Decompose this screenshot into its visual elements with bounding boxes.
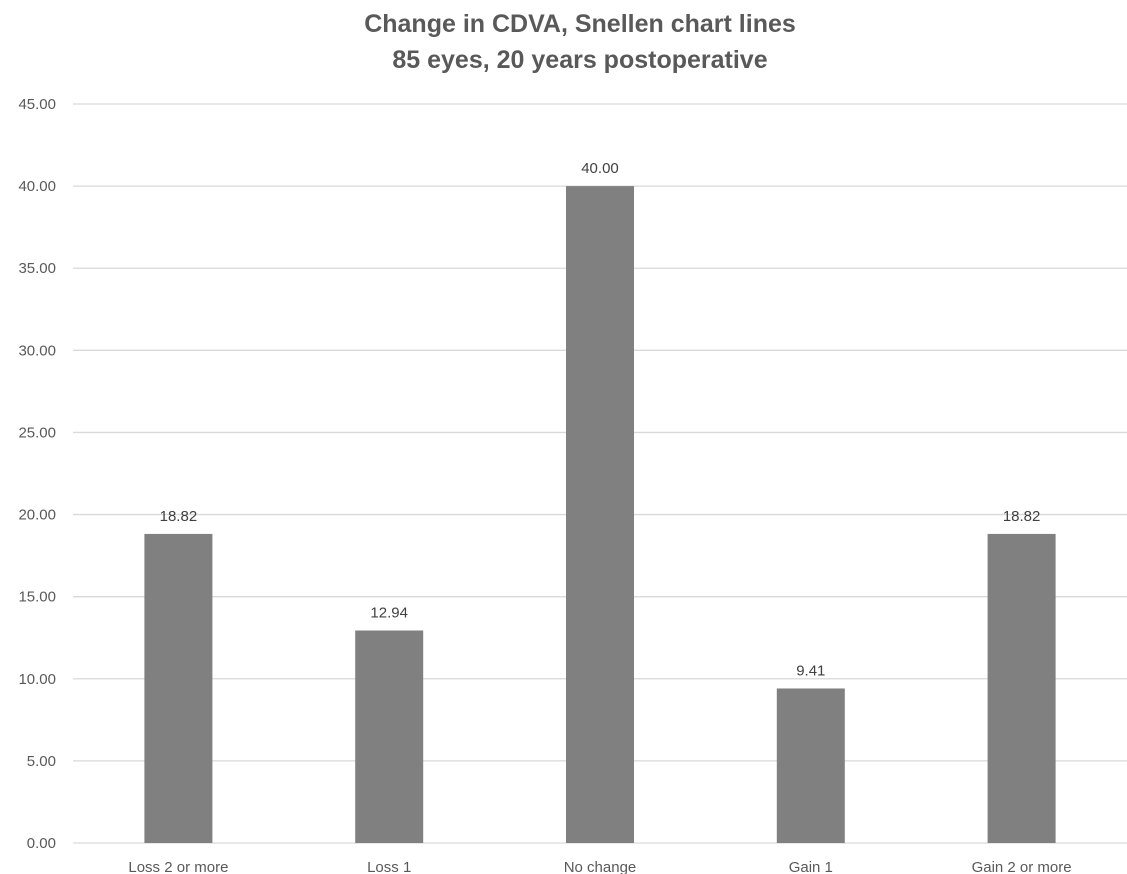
x-axis-tick-labels: Loss 2 or more Loss 1 No change Gain 1 Gain …	[128, 859, 1071, 874]
data-label: 12.94	[370, 604, 408, 621]
y-tick-label: 10.00	[18, 671, 56, 688]
y-tick-label: 5.00	[27, 753, 56, 770]
bar	[987, 533, 1056, 843]
y-tick-label: 0.00	[27, 835, 56, 852]
chart-title: Change in CDVA, Snellen chart lines	[364, 10, 796, 38]
bars	[144, 186, 1056, 844]
x-tick-label: Gain 2 or more	[972, 859, 1072, 874]
data-label: 9.41	[796, 662, 825, 679]
x-tick-label: Loss 2 or more	[128, 859, 228, 874]
x-tick-label: Gain 1	[789, 859, 833, 874]
y-tick-label: 35.00	[18, 260, 56, 277]
data-label: 18.82	[1003, 508, 1041, 525]
y-tick-label: 20.00	[18, 507, 56, 524]
data-label: 18.82	[160, 508, 198, 525]
y-tick-label: 15.00	[18, 589, 56, 606]
y-tick-label: 25.00	[18, 424, 56, 441]
bar	[566, 186, 634, 844]
x-tick-label: Loss 1	[367, 859, 411, 874]
y-axis-tick-labels: 0.00 5.00 10.00 15.00 20.00 25.00 30.00 35.00 40…	[18, 96, 56, 852]
bar	[144, 533, 213, 843]
chart-title-block: Change in CDVA, Snellen chart lines 85 e…	[0, 6, 1127, 78]
chart-subtitle: 85 eyes, 20 years postoperative	[392, 46, 768, 74]
y-tick-label: 45.00	[18, 96, 56, 113]
x-tick-label: No change	[564, 859, 637, 874]
data-labels: 18.82 12.94 40.00 9.41 18.82	[160, 160, 1041, 679]
y-tick-label: 40.00	[18, 178, 56, 195]
bar	[776, 688, 845, 843]
y-tick-label: 30.00	[18, 342, 56, 359]
bar	[355, 630, 424, 843]
data-label: 40.00	[581, 160, 619, 177]
